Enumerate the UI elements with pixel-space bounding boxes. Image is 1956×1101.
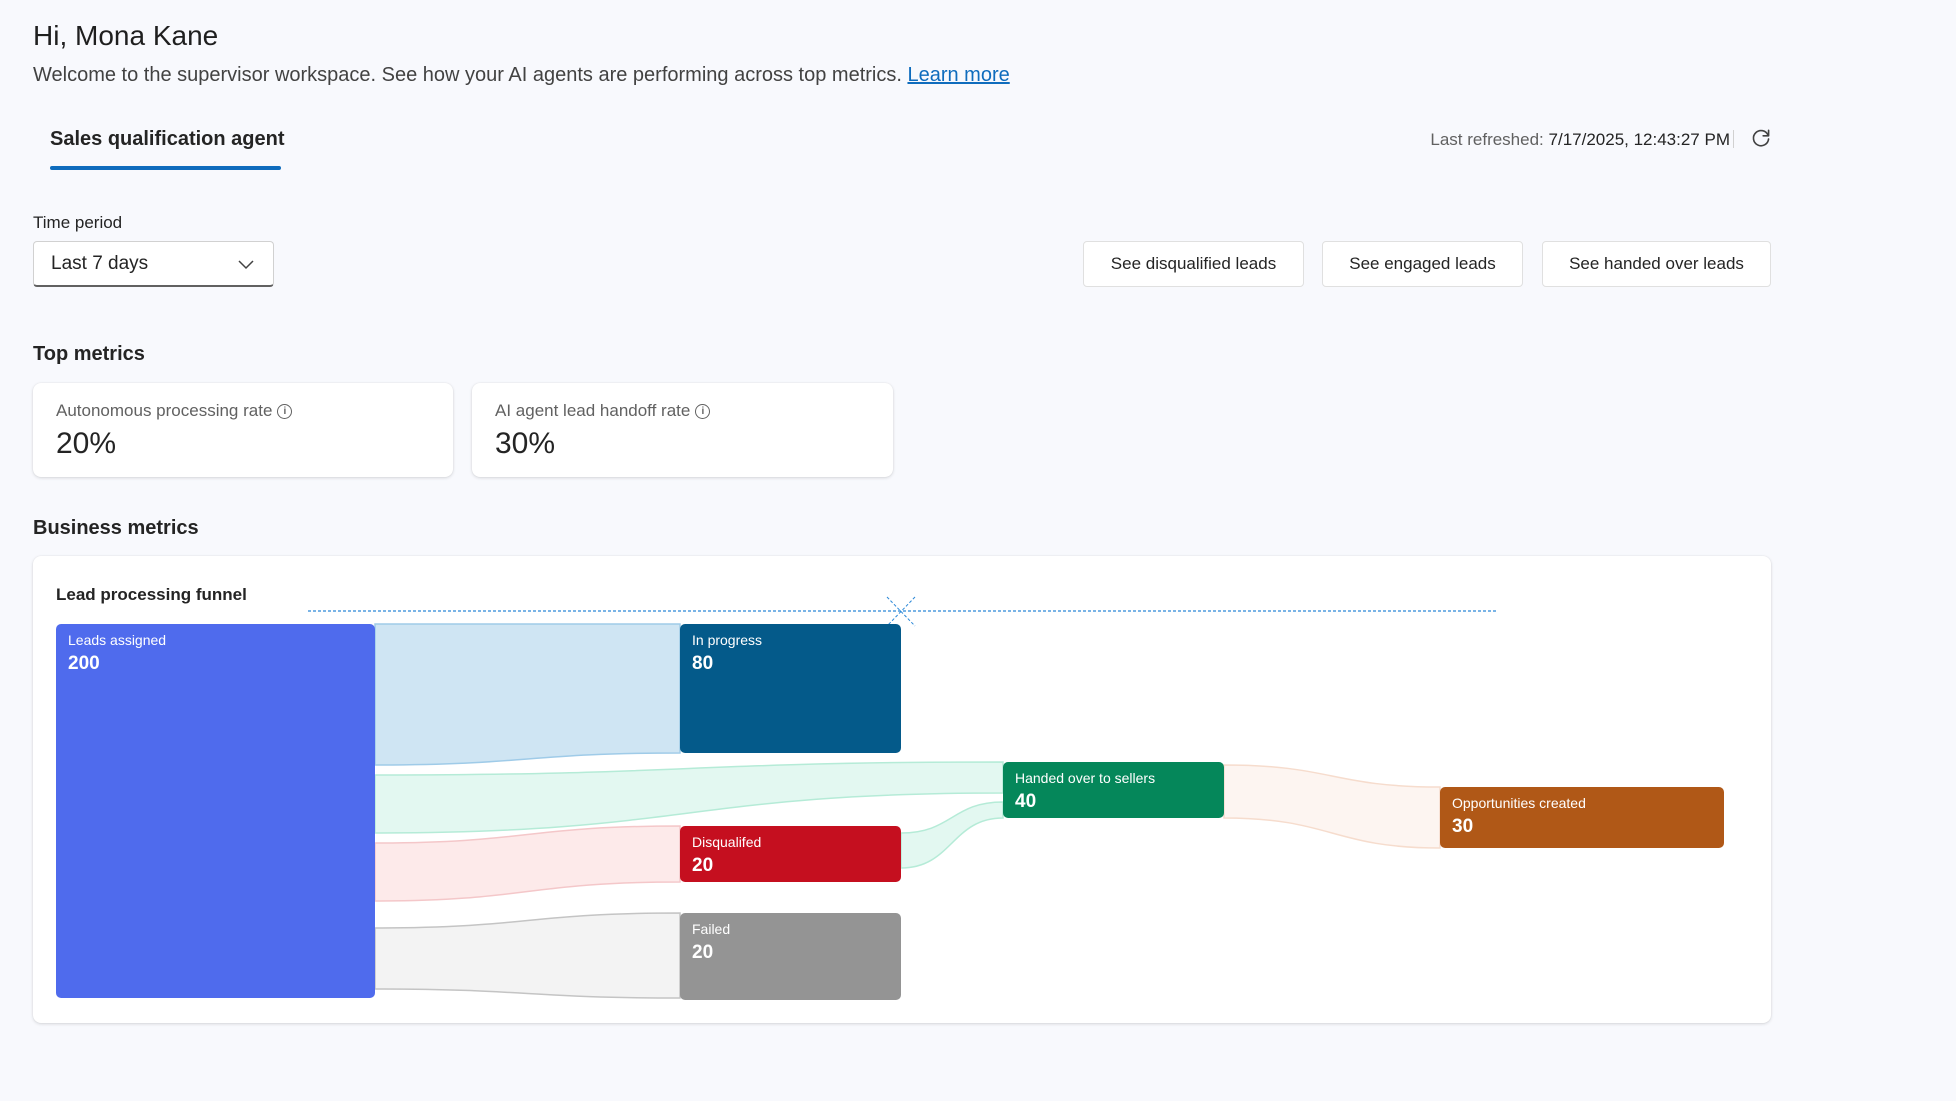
info-icon[interactable]: i: [695, 403, 711, 419]
node-label: Disqualifed: [692, 834, 762, 850]
funnel-title: Lead processing funnel: [56, 585, 247, 604]
page-title: Hi, Mona Kane: [33, 20, 219, 51]
see-disqualified-leads-button[interactable]: See disqualified leads: [1083, 241, 1304, 287]
node-failed[interactable]: Failed 20: [680, 913, 901, 1000]
node-value: 200: [68, 653, 100, 674]
business-metrics-heading: Business metrics: [33, 517, 199, 539]
node-label: Failed: [692, 921, 731, 937]
flow-leads-to-failed[interactable]: [374, 912, 681, 999]
refresh-icon[interactable]: [1748, 126, 1774, 152]
metric-label: Autonomous processing rate: [56, 401, 273, 420]
flow-leads-to-in-progress[interactable]: [374, 623, 681, 766]
time-period-label: Time period: [33, 213, 123, 232]
last-refreshed-label: Last refreshed:: [1430, 130, 1544, 149]
metric-value: 20%: [56, 427, 117, 460]
chevron-down-icon: [238, 259, 254, 269]
learn-more-link[interactable]: Learn more: [907, 64, 1010, 86]
divider: [1733, 130, 1734, 148]
info-icon[interactable]: i: [277, 403, 293, 419]
see-handed-over-leads-button[interactable]: See handed over leads: [1542, 241, 1771, 287]
time-period-value: Last 7 days: [51, 252, 149, 274]
node-value: 20: [692, 942, 714, 963]
drop-marker-icon: [886, 596, 916, 627]
metric-value: 30%: [495, 427, 556, 460]
node-leads-assigned[interactable]: Leads assigned 200: [56, 624, 375, 998]
node-label: Leads assigned: [68, 632, 167, 648]
last-refreshed: Last refreshed: 7/17/2025, 12:43:27 PM: [1430, 130, 1730, 150]
node-value: 80: [692, 653, 714, 674]
top-metrics-heading: Top metrics: [33, 343, 145, 365]
node-label: Handed over to sellers: [1015, 770, 1156, 786]
see-engaged-leads-button[interactable]: See engaged leads: [1322, 241, 1523, 287]
metric-card-autonomous-processing-rate: Autonomous processing rate i 20%: [33, 383, 453, 477]
welcome-message: Welcome to the supervisor workspace. See…: [33, 64, 902, 86]
welcome-text: Welcome to the supervisor workspace. See…: [33, 64, 1010, 87]
node-handed-over[interactable]: Handed over to sellers 40: [1003, 762, 1224, 818]
node-value: 30: [1452, 816, 1474, 837]
node-label: Opportunities created: [1452, 795, 1586, 811]
flow-handed-over-to-opportunities[interactable]: [1223, 764, 1441, 849]
node-label: In progress: [692, 632, 763, 648]
node-value: 40: [1015, 791, 1037, 812]
node-in-progress[interactable]: In progress 80: [680, 624, 901, 753]
metric-card-lead-handoff-rate: AI agent lead handoff rate i 30%: [472, 383, 893, 477]
tab-selected-indicator: [50, 166, 281, 170]
last-refreshed-value: 7/17/2025, 12:43:27 PM: [1548, 130, 1730, 149]
node-disqualified[interactable]: Disqualifed 20: [680, 826, 901, 882]
time-period-dropdown[interactable]: Last 7 days: [33, 241, 274, 287]
node-value: 20: [692, 855, 714, 876]
metric-label: AI agent lead handoff rate: [495, 401, 691, 420]
flow-leads-to-handed-over[interactable]: [374, 761, 1004, 834]
node-opportunities-created[interactable]: Opportunities created 30: [1440, 787, 1724, 848]
flow-leads-to-disqualified[interactable]: [374, 825, 681, 902]
tab-sales-qualification-agent[interactable]: Sales qualification agent: [50, 128, 285, 150]
flow-disqualified-to-handed-over[interactable]: [900, 801, 1004, 869]
